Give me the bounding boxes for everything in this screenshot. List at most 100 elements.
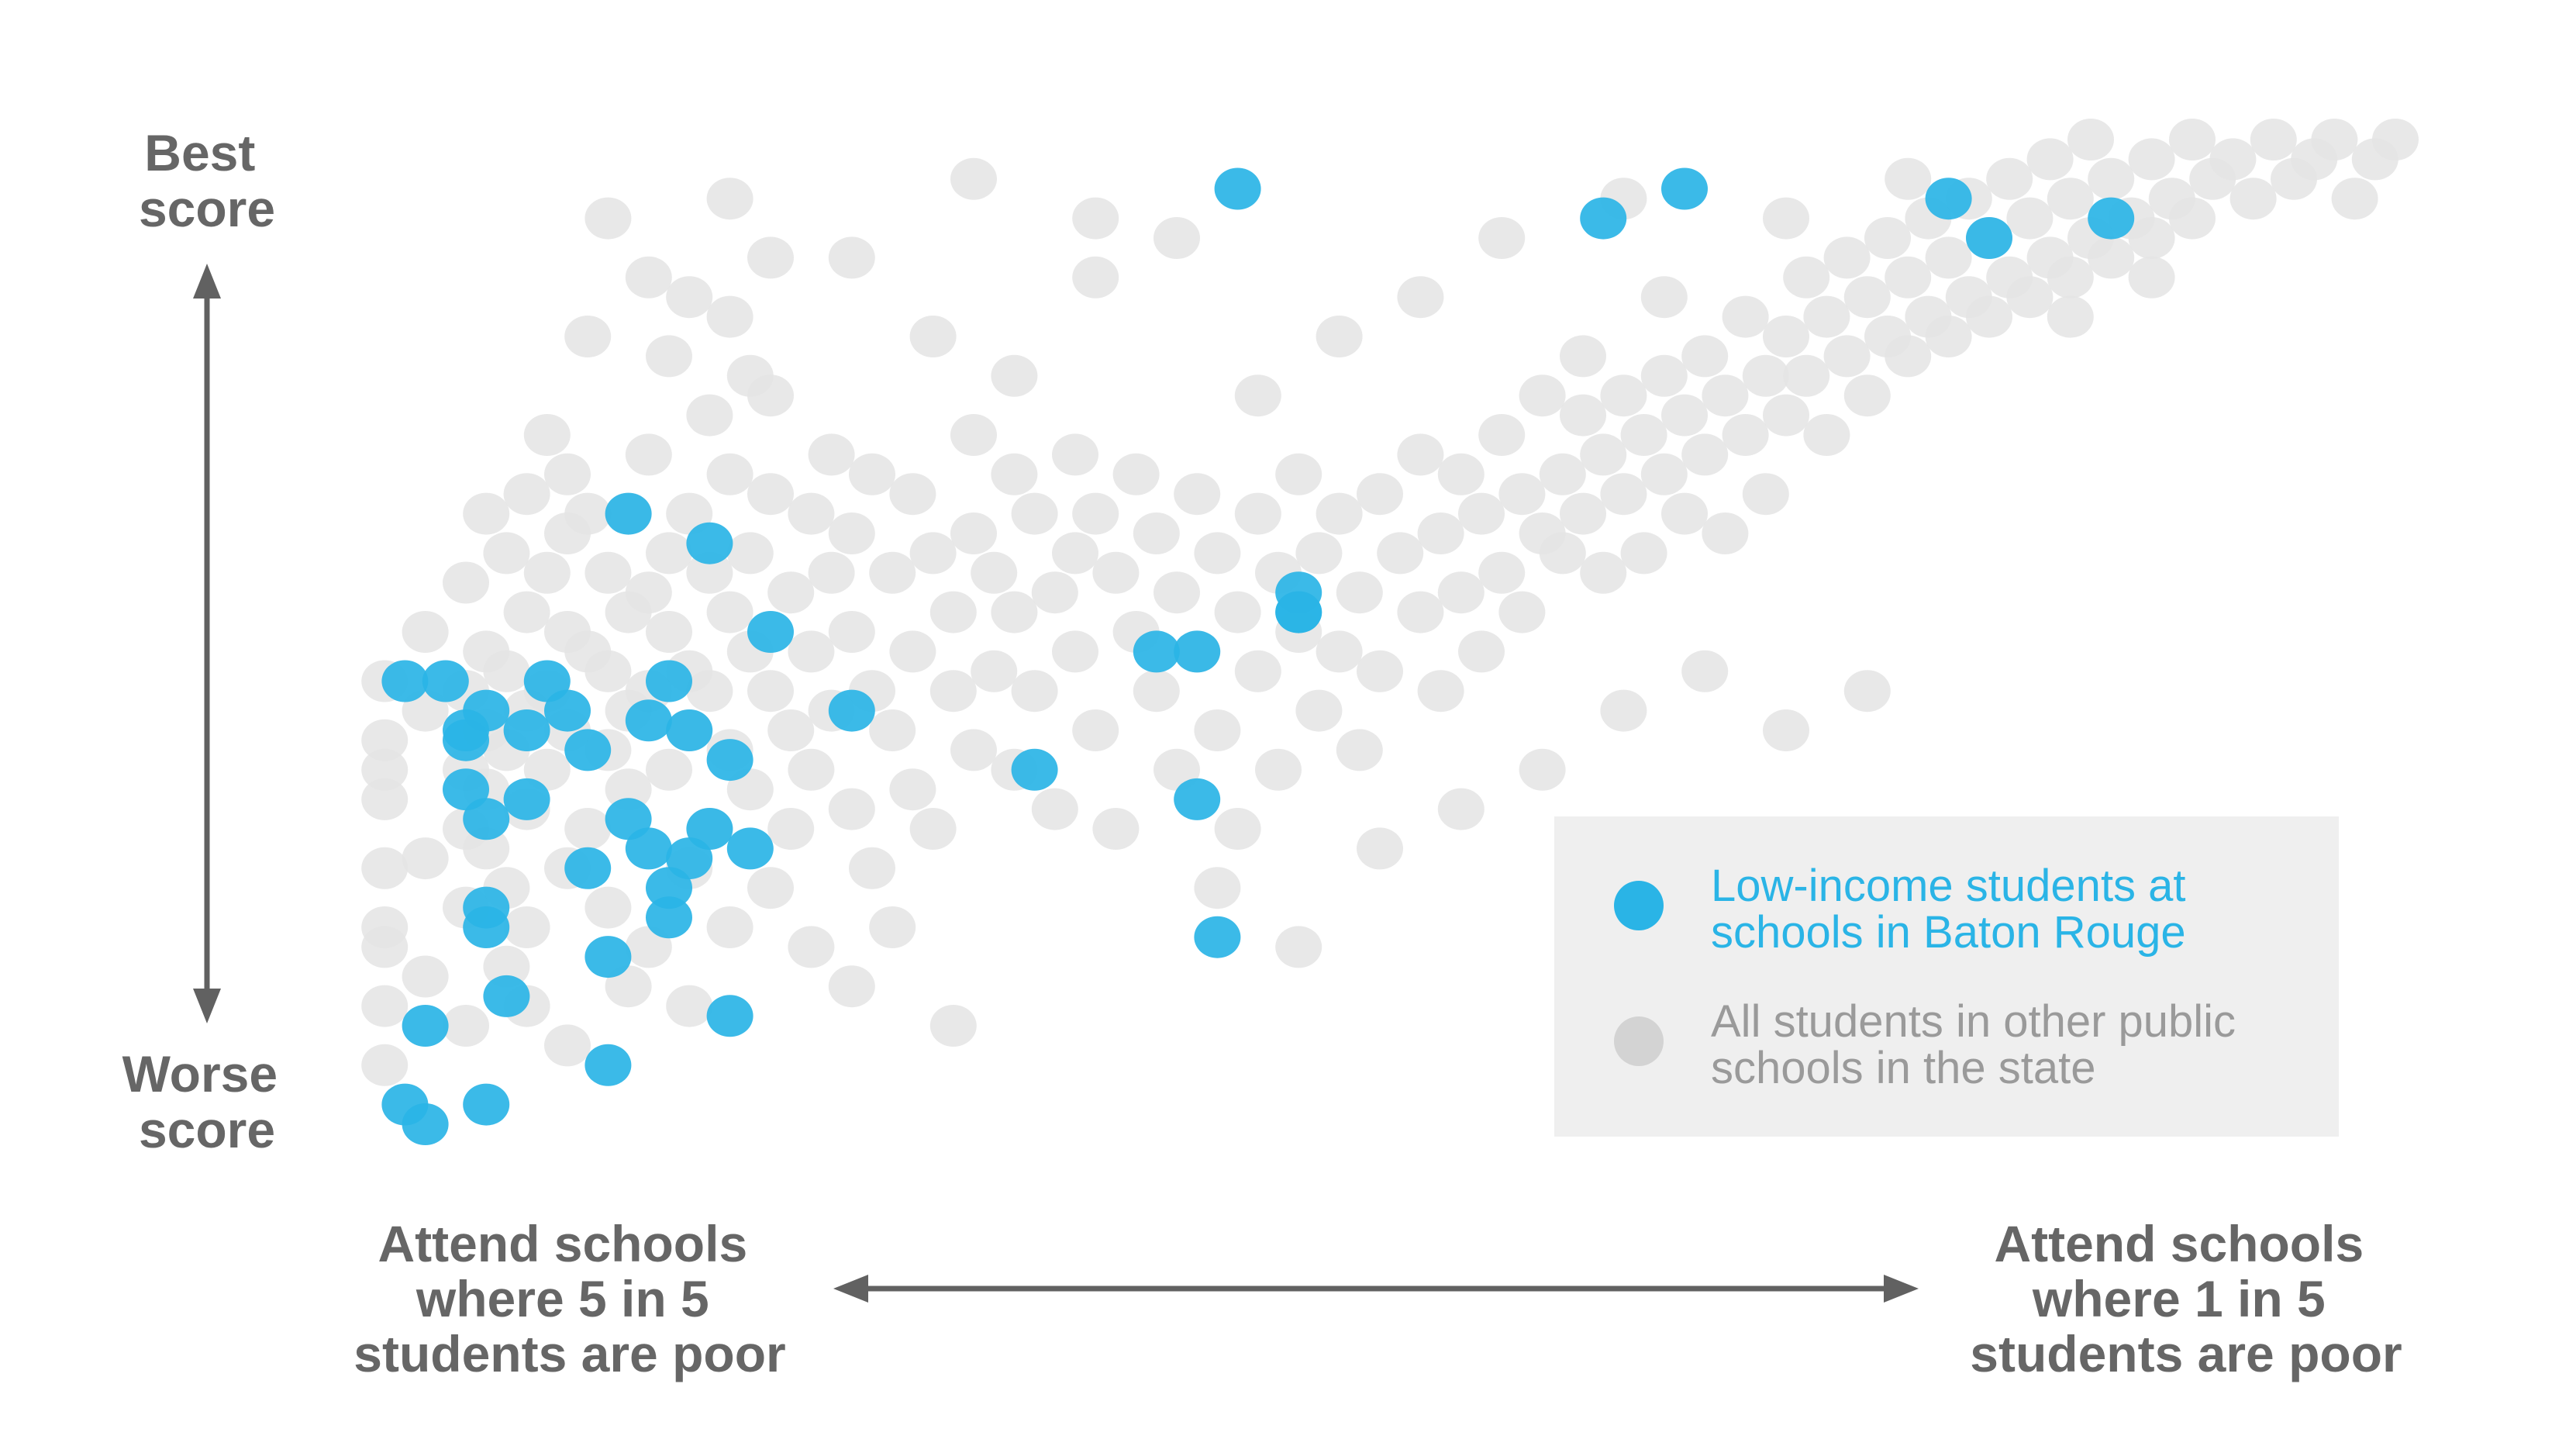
other-schools-point [929,1005,977,1047]
other-schools-point [950,512,997,554]
other-schools-point [361,985,409,1027]
baton-rouge-point [625,827,672,870]
other-schools-point [747,670,794,713]
other-schools-point [828,236,875,279]
baton-rouge-point [1925,178,1972,220]
legend-swatch-baton-rouge [1614,881,1664,930]
baton-rouge-point [1174,630,1221,673]
other-schools-point [585,551,632,594]
other-schools-point [1681,335,1729,378]
other-schools-point [991,453,1038,495]
other-schools-point [483,945,530,988]
other-schools-point [2047,295,2094,338]
baton-rouge-point [1214,167,1261,210]
other-schools-point [544,1024,591,1067]
other-schools-point [646,748,692,791]
other-schools-point [1763,316,1809,357]
other-schools-point [1539,453,1586,495]
other-schools-point [1640,453,1688,495]
other-schools-point [523,551,571,594]
other-schools-point [1133,512,1180,554]
other-schools-point [1864,217,1911,259]
other-schools-point [503,473,550,516]
other-schools-point [1823,236,1871,279]
other-schools-point [605,768,652,811]
other-schools-point [1336,729,1383,771]
other-schools-point [767,709,815,751]
other-schools-point [747,867,794,909]
other-schools-point [1011,492,1058,535]
other-schools-point [686,551,733,594]
other-schools-point [1498,473,1546,516]
other-schools-point [929,591,977,633]
other-schools-point [2128,217,2175,259]
other-schools-point [361,719,409,761]
other-schools-point [2169,119,2216,160]
other-schools-point [1458,492,1505,535]
baton-rouge-point [625,699,672,742]
other-schools-point [1092,808,1140,850]
other-schools-point [1843,276,1891,319]
other-schools-point [1458,630,1505,673]
other-schools-point [1357,827,1403,870]
baton-rouge-point [381,660,429,702]
other-schools-point [1539,532,1586,575]
other-schools-point [1234,650,1281,692]
other-schools-point [1275,453,1322,495]
other-schools-point [1174,473,1221,516]
baton-rouge-point [402,1103,449,1145]
other-schools-point [1437,453,1485,495]
other-schools-point [1194,709,1241,751]
other-schools-point [666,276,713,319]
baton-rouge-point [564,847,612,889]
other-schools-point [1255,748,1302,791]
other-schools-point [1763,709,1809,751]
other-schools-point [625,571,672,614]
other-schools-point [706,453,753,495]
other-schools-point [1742,473,1789,516]
other-schools-point [971,650,1018,692]
other-schools-point [1661,394,1708,437]
other-schools-point [1377,532,1424,575]
other-schools-point [1600,689,1647,732]
other-schools-point [808,433,855,476]
other-schools-point [1072,492,1119,535]
baton-rouge-point [463,798,510,840]
other-schools-point [1031,571,1078,614]
other-schools-point [2006,276,2054,319]
other-schools-point [1295,689,1343,732]
other-schools-point [909,532,957,575]
other-schools-point [1783,256,1830,299]
legend-label-baton-rouge: Low-income students at schools in Baton … [1711,861,2198,958]
other-schools-point [1925,236,1972,279]
baton-rouge-point [726,827,774,870]
other-schools-point [2372,119,2419,160]
other-schools-point [1052,532,1098,575]
other-schools-point [2088,157,2135,200]
other-schools-point [1316,316,1363,357]
baton-rouge-point [1133,630,1180,673]
other-schools-point [1336,571,1383,614]
other-schools-point [2026,138,2074,181]
other-schools-point [2128,256,2175,299]
other-schools-point [1194,532,1241,575]
other-schools-point [1397,433,1444,476]
legend-swatch-other-schools [1614,1016,1664,1066]
other-schools-point [1600,473,1647,516]
other-schools-point [929,670,977,713]
series-baton-rouge [381,167,2135,1145]
other-schools-point [1925,316,1972,357]
baton-rouge-point [483,975,530,1017]
other-schools-point [544,453,591,495]
other-schools-point [585,650,632,692]
other-schools-point [1885,335,1932,378]
other-schools-point [1763,197,1809,240]
other-schools-point [443,1005,489,1047]
other-schools-point [971,551,1018,594]
other-schools-point [2331,178,2378,220]
other-schools-point [2088,236,2135,279]
other-schools-point [1478,551,1526,594]
other-schools-point [2047,256,2094,299]
other-schools-point [1803,295,1850,338]
